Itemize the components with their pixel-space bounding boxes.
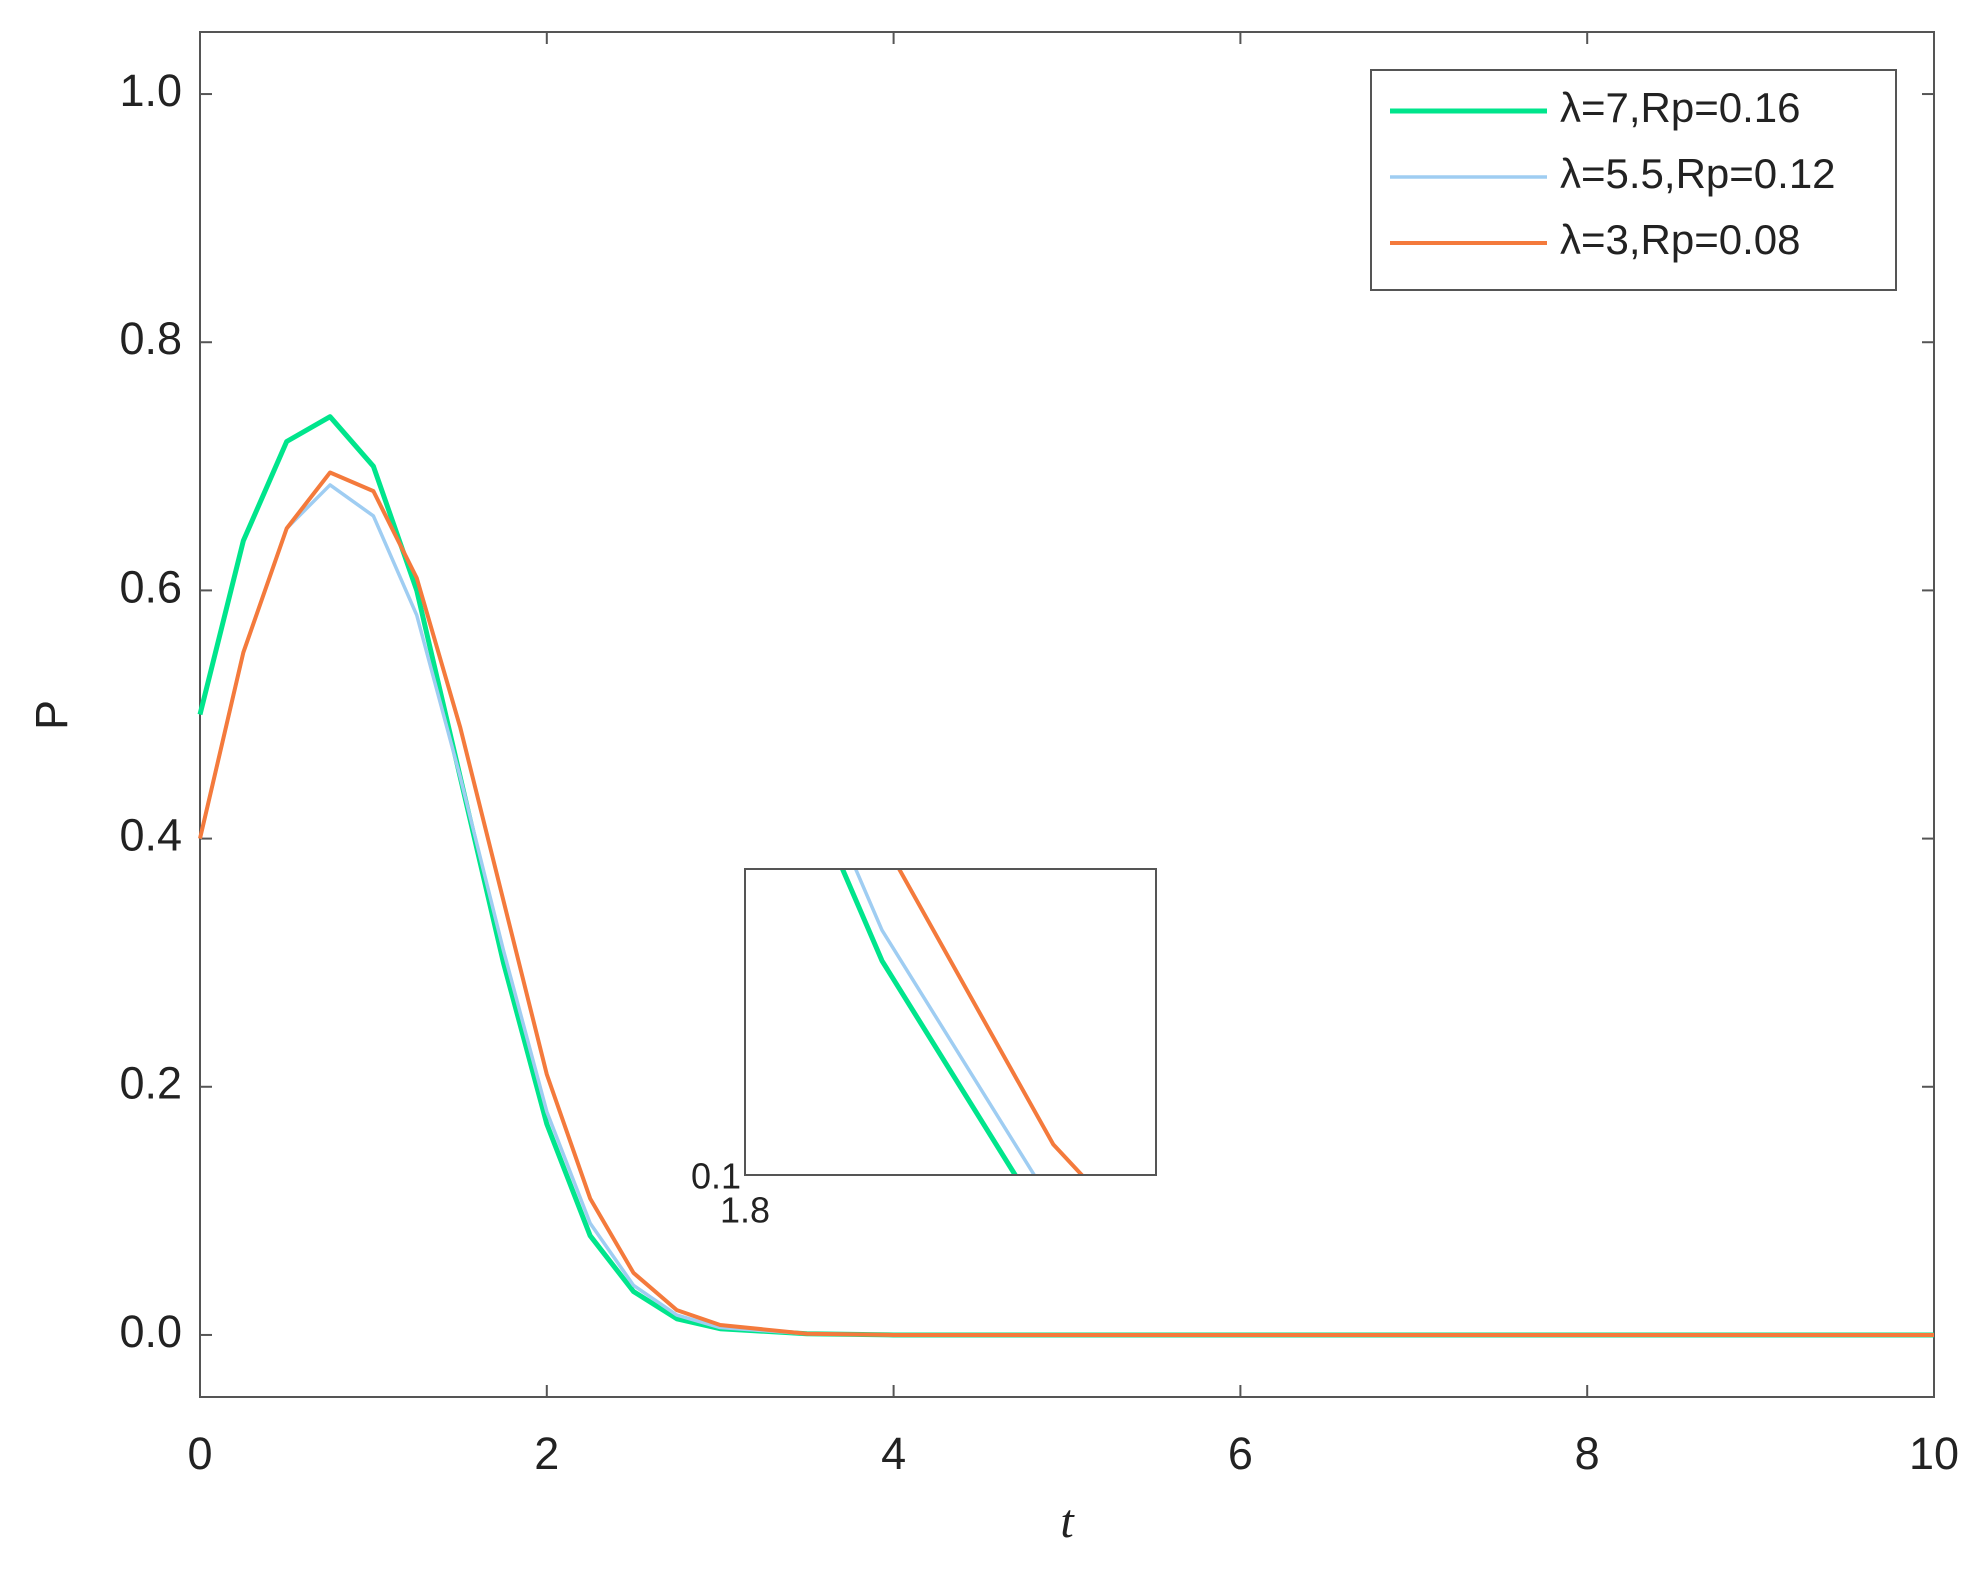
x-tick-label: 4 xyxy=(881,1428,906,1479)
y-tick-label: 0.0 xyxy=(119,1306,182,1357)
x-tick-label: 0 xyxy=(187,1428,212,1479)
legend-label: λ=7,Rp=0.16 xyxy=(1560,84,1801,131)
x-tick-label: 10 xyxy=(1909,1428,1959,1479)
y-tick-label: 0.8 xyxy=(119,313,182,364)
inset-x-tick-label: 1.8 xyxy=(720,1190,770,1231)
y-tick-label: 0.4 xyxy=(119,809,182,860)
inset-y-tick-label: 0.1 xyxy=(691,1156,741,1197)
y-tick-label: 0.6 xyxy=(119,561,182,612)
y-axis-label: P xyxy=(26,700,77,730)
x-tick-label: 8 xyxy=(1575,1428,1600,1479)
y-tick-label: 1.0 xyxy=(119,65,182,116)
legend-label: λ=3,Rp=0.08 xyxy=(1560,216,1801,263)
inset-frame xyxy=(744,868,1157,1176)
x-axis-label: t xyxy=(1060,1495,1075,1548)
legend-label: λ=5.5,Rp=0.12 xyxy=(1560,150,1836,197)
legend-box xyxy=(1370,69,1897,291)
x-tick-label: 2 xyxy=(534,1428,559,1479)
series-line xyxy=(198,470,1934,1337)
inset-background xyxy=(745,869,1156,1175)
x-tick-label: 6 xyxy=(1228,1428,1253,1479)
y-tick-label: 0.2 xyxy=(119,1058,182,1109)
